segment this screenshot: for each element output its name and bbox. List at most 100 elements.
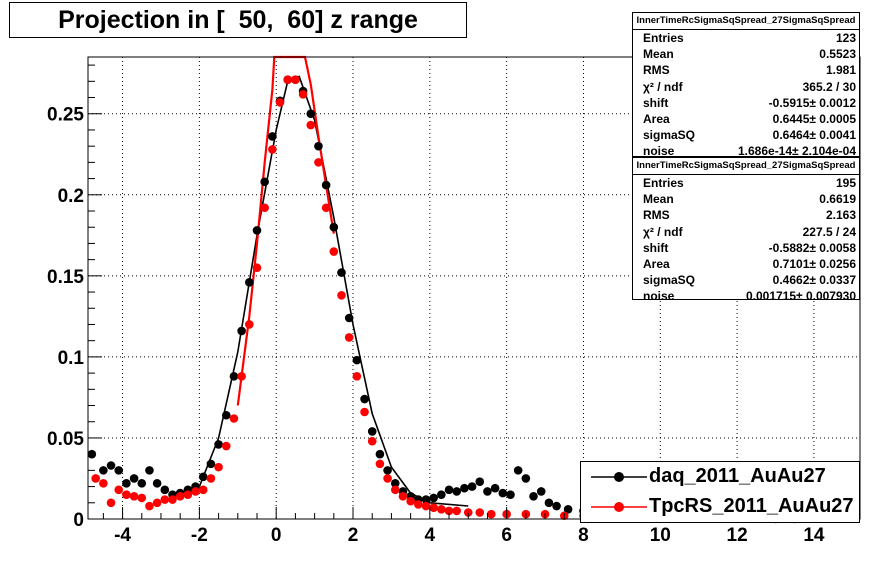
data-point	[183, 490, 193, 499]
x-tick-label: 12	[727, 525, 748, 546]
data-point	[437, 490, 446, 499]
data-point	[137, 479, 147, 488]
stats-box-name: InnerTimeRcSigmaSqSpread_27SigmaSqSpread	[633, 13, 859, 30]
stats-row: sigmaSQ 0.4662± 0.0337	[633, 272, 859, 288]
stats-row: Entries 123	[633, 30, 859, 46]
data-point	[314, 141, 323, 151]
data-point	[160, 485, 170, 495]
data-point	[552, 501, 561, 511]
stats-key: sigmaSQ	[643, 128, 696, 143]
data-point	[513, 466, 523, 475]
stats-key: sigmaSQ	[643, 273, 696, 288]
stats-key: Mean	[643, 47, 674, 62]
data-point	[375, 449, 385, 459]
stats-row: Area 0.7101± 0.0256	[633, 256, 859, 272]
data-point	[160, 495, 170, 504]
stats-key: RMS	[643, 63, 670, 78]
data-point	[106, 498, 116, 508]
data-point	[275, 98, 285, 107]
data-point	[437, 504, 446, 514]
stats-key: Entries	[643, 31, 684, 45]
y-tick-label: 0.15	[47, 267, 84, 288]
data-point	[467, 482, 477, 491]
data-point	[268, 132, 277, 141]
stats-key: Area	[643, 111, 670, 126]
x-tick-label: -4	[114, 525, 131, 546]
stats-key: noise	[643, 289, 675, 304]
data-point	[498, 488, 508, 498]
stats-value: 0.6464± 0.0041	[772, 128, 856, 143]
stats-value: 0.5523	[819, 47, 856, 62]
data-point	[99, 479, 108, 488]
data-point	[122, 479, 131, 488]
stats-value: 0.001715± 0.007930	[745, 289, 856, 304]
stats-row: Mean 0.5523	[633, 46, 859, 62]
data-point	[563, 504, 573, 514]
x-tick-label: 4	[425, 525, 436, 546]
data-point	[214, 440, 223, 449]
stats-key: χ² / ndf	[643, 79, 683, 94]
data-point	[429, 503, 438, 512]
data-point	[245, 278, 254, 287]
data-point	[444, 506, 454, 516]
stats-key: χ² / ndf	[643, 224, 683, 239]
data-point	[221, 441, 231, 451]
data-point	[414, 500, 423, 509]
fit-curve-1	[236, 55, 335, 406]
stats-key: RMS	[643, 208, 670, 223]
data-point	[175, 492, 185, 501]
stats-value: 0.6445± 0.0005	[772, 111, 856, 126]
stats-value: 1.686e-14± 2.104e-04	[737, 144, 856, 159]
data-point	[344, 333, 354, 342]
data-point	[314, 158, 323, 167]
data-point	[360, 394, 369, 404]
data-point	[122, 490, 131, 499]
data-point	[490, 483, 500, 493]
data-point	[329, 247, 339, 256]
data-point	[483, 487, 492, 496]
data-point	[352, 372, 362, 381]
stats-value: -0.5882± 0.0058	[768, 240, 856, 255]
data-point	[352, 355, 362, 365]
y-tick-label: 0	[73, 510, 84, 531]
stats-row: χ² / ndf 365.2 / 30	[633, 79, 859, 95]
stats-value: 1.981	[825, 63, 856, 78]
stats-box-name: InnerTimeRcSigmaSqSpread_27SigmaSqSpread	[633, 158, 859, 175]
stats-key: Entries	[643, 176, 684, 190]
data-point	[152, 479, 162, 488]
legend-marker-tpcrs	[591, 502, 647, 512]
stats-key: Mean	[643, 192, 674, 207]
data-point	[91, 474, 100, 483]
stats-row: noise 0.001715± 0.007930	[633, 288, 859, 304]
stats-value: 123	[835, 31, 856, 45]
data-point	[152, 498, 162, 508]
data-point	[529, 492, 538, 501]
data-point	[452, 487, 462, 496]
data-point	[114, 485, 124, 495]
data-point	[306, 109, 316, 119]
data-point	[129, 474, 139, 483]
stats-value: 195	[835, 176, 856, 190]
data-point	[206, 474, 216, 483]
data-point	[298, 89, 308, 99]
data-point	[221, 410, 231, 420]
data-point	[421, 495, 431, 504]
data-point	[145, 501, 154, 511]
y-tick-label: 0.25	[47, 105, 84, 126]
data-point	[260, 203, 269, 213]
data-point	[245, 320, 254, 329]
legend-item-daq: daq_2011_AuAu27	[581, 462, 859, 492]
data-point	[421, 501, 431, 511]
data-point	[237, 372, 246, 381]
data-point	[444, 485, 454, 495]
x-tick-label: 2	[348, 525, 359, 546]
stats-value: 0.7101± 0.0256	[772, 256, 856, 271]
data-point	[390, 479, 400, 488]
stats-row: Area 0.6445± 0.0005	[633, 111, 859, 127]
data-point	[198, 472, 208, 482]
stats-row: Entries 195	[633, 175, 859, 191]
data-point	[191, 487, 200, 496]
data-point	[390, 485, 400, 495]
data-point	[237, 326, 246, 336]
